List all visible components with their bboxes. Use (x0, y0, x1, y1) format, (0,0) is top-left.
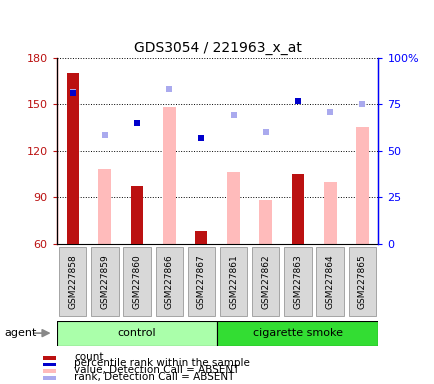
Bar (43, 363, 56, 366)
FancyBboxPatch shape (123, 247, 150, 316)
FancyBboxPatch shape (220, 247, 247, 316)
FancyBboxPatch shape (56, 321, 378, 346)
Bar (259, 200, 272, 244)
Text: agent: agent (4, 328, 36, 338)
Text: GSM227859: GSM227859 (100, 254, 109, 309)
Title: GDS3054 / 221963_x_at: GDS3054 / 221963_x_at (133, 41, 301, 55)
Bar (43, 369, 56, 373)
Bar (162, 107, 175, 244)
Text: GSM227863: GSM227863 (293, 254, 302, 309)
FancyBboxPatch shape (217, 321, 378, 346)
Bar (130, 186, 143, 244)
FancyBboxPatch shape (284, 247, 311, 316)
Bar (43, 356, 56, 359)
Bar (323, 182, 336, 244)
Text: GSM227866: GSM227866 (164, 254, 173, 309)
FancyBboxPatch shape (252, 247, 279, 316)
Bar (355, 127, 368, 244)
Text: rank, Detection Call = ABSENT: rank, Detection Call = ABSENT (74, 372, 234, 382)
FancyBboxPatch shape (59, 247, 86, 316)
Text: value, Detection Call = ABSENT: value, Detection Call = ABSENT (74, 365, 239, 375)
Bar (131, 186, 143, 244)
Text: GSM227865: GSM227865 (357, 254, 366, 309)
Text: percentile rank within the sample: percentile rank within the sample (74, 358, 249, 368)
FancyBboxPatch shape (155, 247, 182, 316)
Text: GSM227858: GSM227858 (68, 254, 77, 309)
Bar (227, 172, 240, 244)
Text: GSM227861: GSM227861 (229, 254, 237, 309)
Text: cigarette smoke: cigarette smoke (253, 328, 342, 338)
FancyBboxPatch shape (56, 321, 217, 346)
Text: GSM227864: GSM227864 (325, 254, 334, 309)
Text: count: count (74, 352, 103, 362)
Text: control: control (118, 328, 156, 338)
FancyBboxPatch shape (91, 247, 118, 316)
Bar (195, 232, 207, 244)
FancyBboxPatch shape (316, 247, 343, 316)
Text: GSM227860: GSM227860 (132, 254, 141, 309)
Bar (66, 73, 79, 244)
Bar (291, 174, 303, 244)
FancyBboxPatch shape (187, 247, 214, 316)
Bar (98, 169, 111, 244)
FancyBboxPatch shape (348, 247, 375, 316)
Text: GSM227862: GSM227862 (261, 254, 270, 309)
Text: GSM227867: GSM227867 (197, 254, 205, 309)
Bar (43, 376, 56, 380)
